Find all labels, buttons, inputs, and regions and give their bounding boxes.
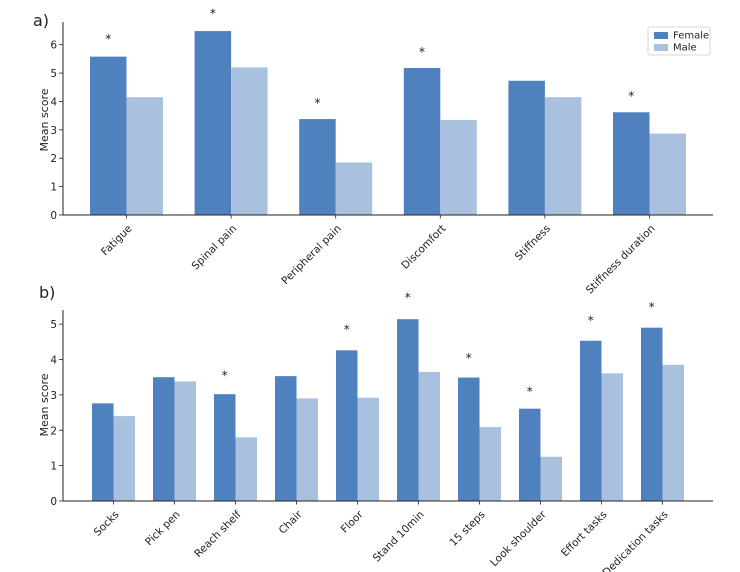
- b-bar-female-1: [153, 377, 175, 501]
- b-y-tick-label-4: 4: [50, 355, 57, 367]
- b-y-tick-label-0: 0: [50, 496, 57, 508]
- b-x-tick-label-9: Dedication tasks: [600, 509, 670, 572]
- a-bar-female-0: [90, 56, 127, 216]
- panel-b-bars: [92, 319, 684, 501]
- b-x-tick-label-3: Chair: [277, 508, 306, 537]
- b-x-tick-label-6: 15 steps: [447, 509, 487, 549]
- panel-a-y-ticks: 0 1 2 3 4 5 6: [50, 40, 650, 222]
- a-y-tick-label-4: 4: [50, 96, 57, 108]
- panel-b-y-ticks: 0 1 2 3 4 5: [50, 319, 663, 508]
- a-y-tick-label-3: 3: [50, 125, 57, 137]
- a-x-tick-label-0: Fatigue: [99, 223, 135, 259]
- b-x-tick-label-0: Socks: [92, 509, 122, 539]
- b-bar-male-3: [296, 398, 318, 501]
- b-y-tick-label-5: 5: [50, 319, 57, 331]
- a-significance-1: *: [210, 6, 216, 20]
- legend-swatch-male: [654, 44, 668, 51]
- a-significance-2: *: [314, 96, 320, 110]
- panel-a-bars: [90, 31, 686, 216]
- b-bar-male-2: [235, 437, 257, 501]
- b-bar-male-0: [113, 416, 135, 501]
- a-bar-male-4: [544, 97, 582, 215]
- a-bar-male-3: [440, 119, 477, 215]
- b-bar-female-3: [275, 376, 297, 501]
- b-bar-male-1: [174, 381, 196, 501]
- a-bar-male-0: [126, 97, 163, 215]
- a-x-tick-label-2: Peripheral pain: [279, 223, 343, 287]
- legend-label-female: Female: [673, 31, 709, 42]
- b-bar-male-5: [418, 371, 440, 501]
- b-bar-male-6: [479, 427, 501, 501]
- panel-a-y-axis-title: Mean score: [38, 88, 51, 151]
- a-y-tick-label-5: 5: [50, 68, 57, 80]
- b-significance-8: *: [588, 314, 594, 328]
- b-bar-female-7: [519, 408, 541, 501]
- panel-a-legend: Female Male: [647, 26, 711, 56]
- b-x-tick-label-1: Pick pen: [143, 509, 183, 549]
- a-y-tick-label-6: 6: [50, 40, 57, 52]
- b-x-tick-label-5: Stand 10min: [371, 509, 427, 565]
- b-bar-female-2: [214, 394, 236, 501]
- legend-swatch-female: [654, 32, 668, 39]
- a-x-tick-label-5: Stiffness duration: [584, 223, 658, 297]
- panel-b-label: b): [39, 283, 55, 302]
- b-bar-male-9: [662, 364, 684, 501]
- a-x-tick-label-1: Spinal pain: [190, 223, 240, 273]
- b-bar-female-8: [580, 340, 602, 501]
- b-significance-9: *: [649, 300, 655, 314]
- b-x-tick-label-7: Look shoulder: [488, 508, 549, 569]
- a-y-tick-label-0: 0: [50, 210, 57, 222]
- panel-a-x-tick-labels: Fatigue Spinal pain Peripheral pain Discomf…: [99, 223, 658, 297]
- b-bar-female-0: [92, 403, 114, 501]
- b-bar-male-7: [540, 456, 562, 501]
- b-significance-7: *: [527, 384, 533, 398]
- b-bar-female-9: [641, 327, 663, 501]
- b-bar-male-8: [601, 373, 623, 501]
- a-significance-0: *: [105, 32, 111, 46]
- panel-b-significance-markers: * * * * * * *: [222, 291, 655, 399]
- a-x-tick-label-3: Discomfort: [399, 223, 448, 272]
- b-y-tick-label-3: 3: [50, 390, 57, 402]
- b-significance-6: *: [466, 351, 472, 365]
- b-significance-2: *: [222, 368, 228, 382]
- a-bar-male-1: [231, 67, 268, 215]
- b-y-tick-label-1: 1: [50, 461, 57, 473]
- b-significance-5: *: [405, 291, 411, 305]
- panel-a: a) Mean score 0 1 2 3 4 5 6 Fatigue Spinal pain…: [33, 6, 713, 297]
- b-significance-4: *: [344, 322, 350, 336]
- a-y-tick-label-2: 2: [50, 153, 57, 165]
- a-bar-female-2: [299, 119, 336, 215]
- a-bar-female-1: [194, 31, 232, 216]
- a-y-tick-label-1: 1: [50, 182, 57, 194]
- b-bar-female-4: [336, 350, 358, 501]
- panel-b: b) Mean score 0 1 2 3 4 5 Socks Pick pen Reach …: [38, 283, 713, 572]
- a-bar-female-5: [613, 112, 650, 215]
- panel-a-significance-markers: * * * * *: [105, 6, 634, 109]
- a-bar-male-2: [335, 162, 373, 215]
- a-significance-3: *: [419, 45, 425, 59]
- a-bar-male-5: [649, 133, 686, 215]
- panel-b-x-tick-labels: Socks Pick pen Reach shelf Chair Floor Stand …: [92, 508, 671, 572]
- a-bar-female-3: [403, 67, 441, 216]
- panel-b-y-axis-title: Mean score: [38, 373, 51, 436]
- legend-label-male: Male: [673, 43, 697, 54]
- panel-a-label: a): [33, 11, 49, 30]
- b-x-tick-label-8: Effort tasks: [559, 509, 610, 560]
- a-bar-female-4: [508, 80, 545, 216]
- a-x-tick-label-4: Stiffness: [513, 223, 553, 263]
- b-x-tick-label-2: Reach shelf: [192, 508, 244, 560]
- b-x-tick-label-4: Floor: [339, 508, 366, 535]
- b-bar-male-4: [357, 397, 379, 501]
- b-y-tick-label-2: 2: [50, 425, 57, 437]
- a-significance-5: *: [628, 89, 634, 103]
- b-bar-female-5: [397, 319, 419, 501]
- b-bar-female-6: [458, 377, 480, 501]
